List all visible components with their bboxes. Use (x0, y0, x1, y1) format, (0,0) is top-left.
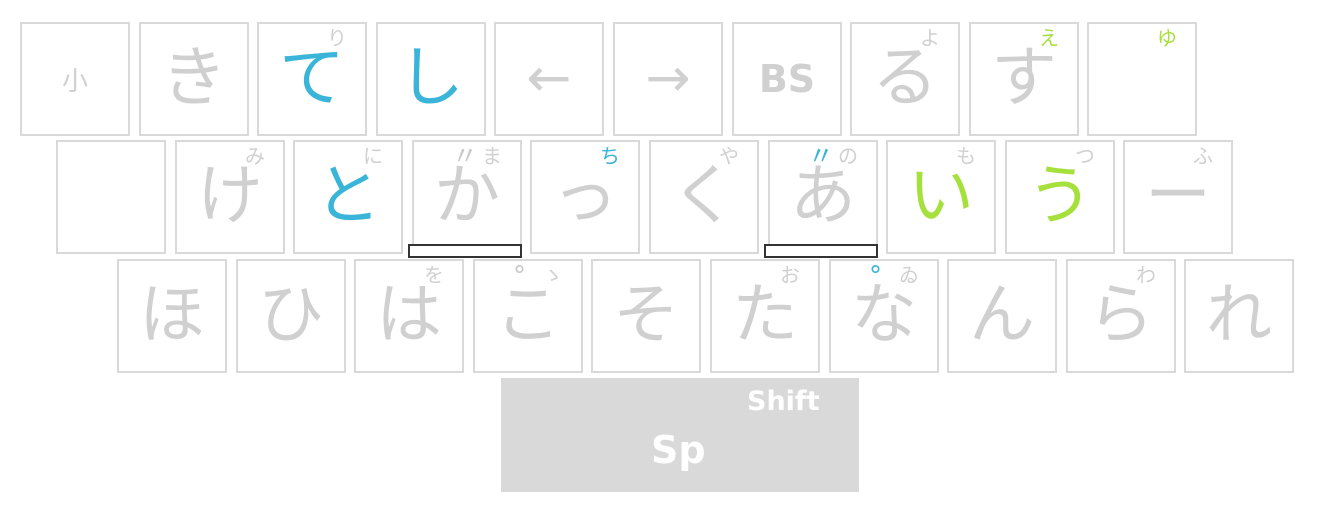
key-main-char: し (398, 39, 464, 116)
key-r2-2[interactable]: けみ (175, 140, 285, 254)
key-r3-4[interactable]: こゝ ° (473, 259, 583, 373)
key-sub-char: ま (482, 144, 502, 168)
key-row-1: 小きてりし ← → BS るよすえゆ (0, 0, 1322, 136)
key-sub-char: ゆ (1157, 26, 1177, 50)
key-r2-10[interactable]: ーふ (1123, 140, 1233, 254)
key-main-char: き (161, 39, 227, 116)
key-row-3: ほひはをこゝ ° そたおなゐ ° んらわれ (0, 0, 1322, 373)
key-main-char: か (434, 157, 500, 234)
key-main-char: ひ (258, 276, 324, 353)
key-r1-6[interactable]: → (613, 22, 723, 136)
key-r3-6[interactable]: たお (710, 259, 820, 373)
key-r1-3[interactable]: てり (257, 22, 367, 136)
key-r2-7[interactable]: あの〃 (764, 140, 878, 258)
key-r1-10[interactable]: ゆ (1087, 22, 1197, 136)
key-mark: 〃 (452, 142, 479, 172)
key-sub-char: お (780, 263, 800, 287)
key-r2-3[interactable]: とに (293, 140, 403, 254)
key-main-char: は (376, 276, 442, 353)
key-main-char: ら (1088, 276, 1154, 353)
key-sub-char: を (424, 263, 444, 287)
key-main-char: と (315, 157, 381, 234)
key-r1-2[interactable]: き (139, 22, 249, 136)
right-arrow-icon: → (645, 46, 691, 109)
key-mark: 〃 (808, 142, 835, 172)
key-r3-7[interactable]: なゐ ° (829, 259, 939, 373)
key-r2-5[interactable]: っち (530, 140, 640, 254)
key-r1-1[interactable]: 小 (20, 22, 130, 136)
key-main-char: い (908, 157, 974, 234)
key-r2-8[interactable]: いも (886, 140, 996, 254)
key-row-2: けみとにかま〃っちくやあの〃いもうつーふ (0, 0, 1322, 258)
key-main-char: る (872, 39, 938, 116)
key-sub-char: え (1039, 26, 1059, 50)
key-underline-indicator (764, 244, 878, 258)
key-main-char: て (279, 39, 345, 116)
key-r2-6[interactable]: くや (649, 140, 759, 254)
key-main-char: う (1027, 157, 1093, 234)
key-main-char: 小 (61, 67, 88, 97)
key-underline-indicator (408, 244, 522, 258)
key-r1-7[interactable]: BS (732, 22, 842, 136)
key-main-char: ん (969, 276, 1035, 353)
key-sub-char: や (719, 144, 739, 168)
key-r3-5[interactable]: そ (591, 259, 701, 373)
key-r1-4[interactable]: し (376, 22, 486, 136)
key-r3-9[interactable]: らわ (1066, 259, 1176, 373)
key-main-char: BS (758, 57, 816, 101)
key-mark: ° (513, 261, 526, 291)
key-main-char: く (671, 157, 737, 234)
key-main-char: こ (495, 276, 561, 353)
key-sub-char: よ (920, 26, 940, 50)
key-r1-5[interactable]: ← (494, 22, 604, 136)
key-sub-char: ふ (1193, 144, 1213, 168)
space-label: Sp (651, 428, 706, 472)
key-sub-char: ゝ (543, 263, 563, 287)
key-main-char: れ (1206, 276, 1272, 353)
key-main-char: そ (613, 276, 679, 353)
key-r3-3[interactable]: はを (354, 259, 464, 373)
key-main-char: な (851, 276, 917, 353)
key-r3-2[interactable]: ひ (236, 259, 346, 373)
key-main-char: た (732, 276, 798, 353)
key-main-char: ー (1145, 157, 1211, 234)
key-sub-char: ゐ (899, 263, 919, 287)
key-sub-char: り (327, 26, 347, 50)
key-main-char: っ (552, 157, 618, 234)
key-sub-char: の (838, 144, 858, 168)
key-r2-9[interactable]: うつ (1005, 140, 1115, 254)
key-main-char: ほ (139, 276, 205, 353)
key-r3-8[interactable]: ん (947, 259, 1057, 373)
left-arrow-icon: ← (526, 46, 572, 109)
shift-label: Shift (747, 386, 820, 417)
space-key[interactable]: Shift Sp (501, 378, 859, 492)
key-mark: ° (869, 261, 882, 291)
key-sub-char: つ (1075, 144, 1095, 168)
key-r3-1[interactable]: ほ (117, 259, 227, 373)
key-r1-9[interactable]: すえ (969, 22, 1079, 136)
key-r1-8[interactable]: るよ (850, 22, 960, 136)
key-r2-4[interactable]: かま〃 (408, 140, 522, 258)
key-main-char: あ (790, 157, 856, 234)
key-main-char: す (991, 39, 1057, 116)
key-sub-char: に (363, 144, 383, 168)
key-r3-10[interactable]: れ (1184, 259, 1294, 373)
key-sub-char: わ (1136, 263, 1156, 287)
key-r2-1[interactable] (56, 140, 166, 254)
key-main-char: け (197, 157, 263, 234)
key-sub-char: ち (600, 144, 620, 168)
key-sub-char: み (245, 144, 265, 168)
key-sub-char: も (956, 144, 976, 168)
